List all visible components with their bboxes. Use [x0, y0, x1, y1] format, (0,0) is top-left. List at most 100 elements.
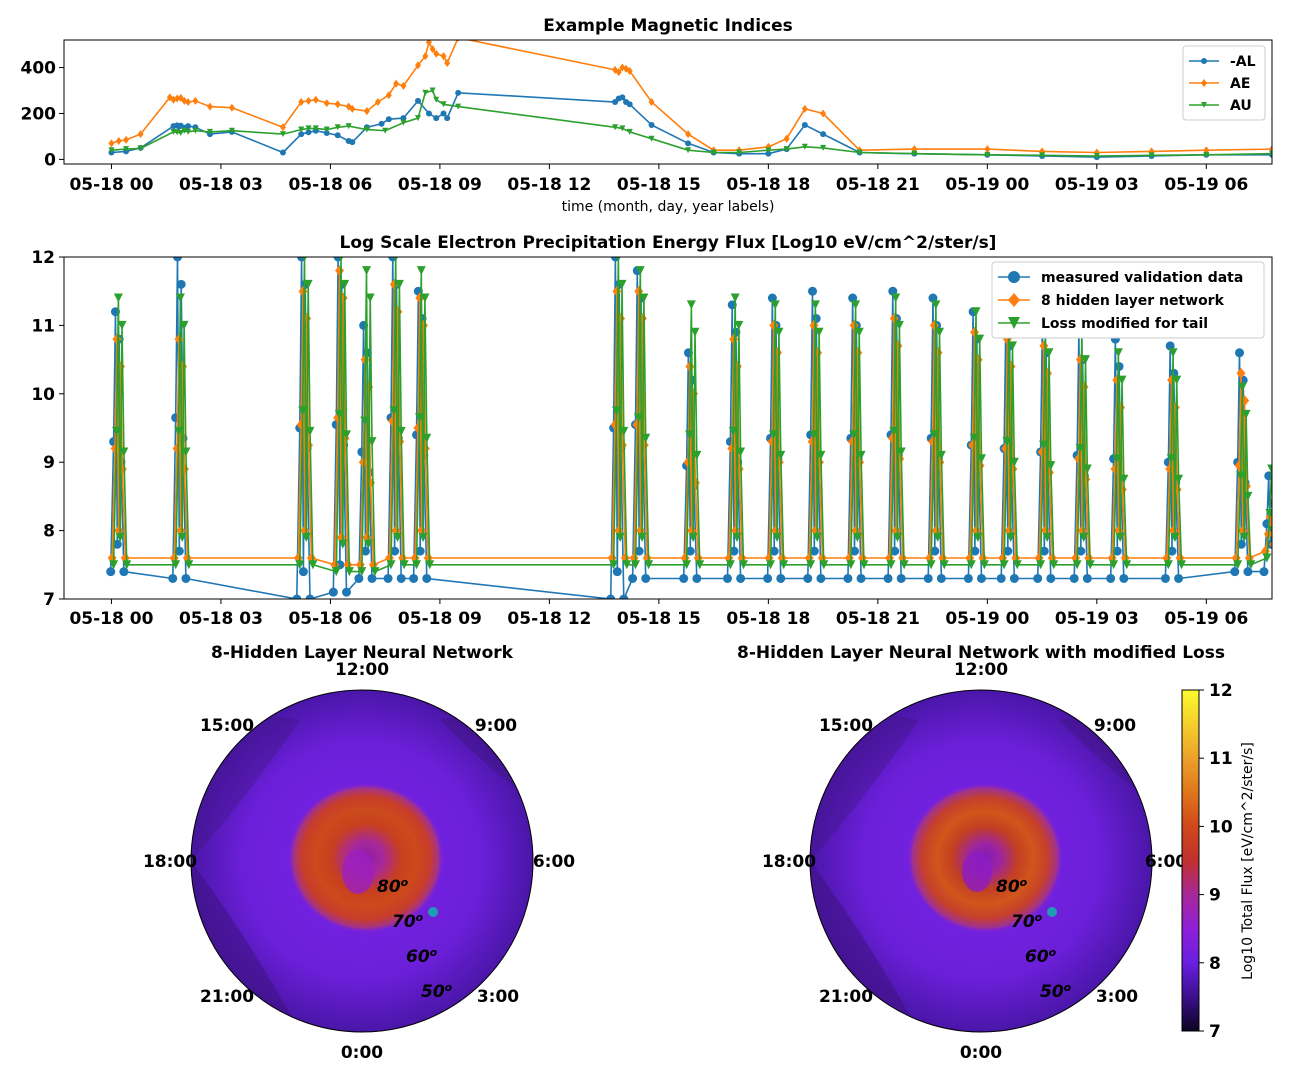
panel2-series-point	[1039, 440, 1049, 450]
panel2-series-point	[119, 447, 129, 457]
panel1-x-ticks: 05-18 00 05-18 03 05-18 06 05-18 09 05-18 12…	[69, 164, 1248, 195]
panel2-series-point	[396, 573, 406, 583]
panel2-series-point	[338, 257, 344, 262]
panel2-series-point	[1274, 546, 1283, 557]
panel2-series-point	[767, 436, 777, 448]
panel2-series-point	[1174, 474, 1184, 484]
panel2-series-point	[683, 456, 693, 468]
panel2-series-point	[1072, 560, 1082, 570]
polar-right-lat-70: 70o	[1011, 911, 1043, 933]
panel1-series-point	[820, 144, 827, 151]
panel2-series-point	[334, 409, 344, 419]
panel2-series-point	[930, 546, 940, 556]
panel1-x-tick-label: 05-19 00	[945, 175, 1029, 195]
panel2-series-point	[1049, 560, 1059, 570]
panel2-series-point	[619, 426, 629, 436]
panel2-series-point	[412, 560, 422, 570]
panel1-title: Example Magnetic Indices	[543, 16, 793, 36]
colorbar-tick-label: 8	[1209, 954, 1221, 974]
panel2-series-point	[1042, 532, 1052, 542]
panel1-series-point	[312, 125, 319, 132]
panel2-series-point	[1008, 341, 1018, 351]
panel2-series-point	[422, 433, 432, 443]
panel2-series-point	[963, 573, 973, 583]
panel2-series-point	[344, 567, 354, 577]
panel2-plot-area	[106, 257, 1283, 599]
panel2-series-point	[1241, 409, 1251, 419]
panel2-series-point	[856, 573, 866, 583]
panel2-series-point	[119, 567, 129, 577]
polar-left-lat-50: 50o	[421, 981, 453, 1003]
panel2-series-point	[896, 447, 906, 457]
panel2-series-point	[973, 532, 983, 542]
panel1-legend-label: AU	[1230, 98, 1252, 114]
polar-left-satellite-marker	[428, 907, 438, 917]
panel1-legend: -AL AE AU	[1182, 45, 1266, 121]
panel2-series-point	[736, 573, 746, 583]
panel1-series-point	[984, 145, 991, 154]
panel1-series-point	[422, 89, 429, 96]
panel2-series-point	[1112, 546, 1122, 556]
panel2-series-point	[1235, 348, 1245, 358]
panel2-series-point	[295, 560, 305, 570]
panel1-series-point	[378, 120, 385, 127]
panel2-series-point	[928, 293, 938, 303]
panel2-series-point	[292, 594, 302, 599]
panel1-legend-label: AE	[1230, 76, 1250, 92]
panel2-series-point	[383, 573, 393, 583]
panel2-series-point	[1236, 471, 1246, 481]
panel2-series-point	[859, 560, 869, 570]
panel2-series-point	[609, 560, 619, 570]
panel2-series-point	[929, 430, 939, 440]
panel2-series-point	[772, 532, 782, 542]
panel2-series-point	[1106, 573, 1116, 583]
panel2-series-point	[809, 430, 819, 440]
panel2-series-point	[641, 573, 651, 583]
panel2-series-point	[1259, 567, 1269, 577]
panel2-series-point	[1076, 546, 1086, 556]
panel2-series-point	[976, 573, 986, 583]
panel1-y-ticks: 0 200 400	[21, 59, 64, 170]
panel2-series-point	[690, 327, 700, 337]
polar-right-lat-60: 60o	[1025, 946, 1057, 968]
panel1-series-point	[349, 139, 356, 146]
panel1-series-point	[626, 101, 633, 108]
panel2-series-point	[113, 293, 123, 303]
panel1-series-point	[456, 40, 460, 42]
panel2-series-point	[415, 546, 425, 556]
panel2-series-point	[367, 573, 377, 583]
panel2-series-point	[1082, 573, 1092, 583]
panel1-series-point	[1039, 152, 1046, 159]
panel2-series-point	[849, 546, 859, 556]
panel2-series-point	[887, 432, 897, 444]
panel2-series-point	[1033, 573, 1043, 583]
panel1-x-tick-label: 05-18 09	[398, 175, 482, 195]
panel2-series-point	[686, 300, 696, 310]
panel2-series-point	[816, 573, 826, 583]
panel2-series-point	[393, 532, 403, 542]
panel2-series-point	[1163, 560, 1173, 570]
panel2-series-point	[851, 300, 861, 310]
panel2-series-point	[1012, 560, 1022, 570]
panel2-series-point	[931, 300, 941, 310]
panel1-series-point	[801, 143, 808, 150]
panel1-x-tick-label: 05-18 12	[507, 175, 591, 195]
panel2-series-point	[739, 560, 749, 570]
panel1-series-point	[298, 131, 305, 138]
panel2-series-point	[806, 560, 816, 570]
panel1-series-point	[400, 119, 407, 126]
panel1-series-point	[433, 49, 440, 58]
panel2-series-point	[1044, 348, 1054, 358]
panel2-series-point	[1046, 573, 1056, 583]
panel1-series-point	[429, 45, 436, 54]
panel1-series-point	[393, 79, 400, 88]
panel2-series-point	[109, 560, 119, 570]
panel2-series-point	[1037, 446, 1047, 458]
panel2-series-point	[776, 450, 786, 460]
panel2-series-point	[1176, 560, 1186, 570]
panel2-series-point	[736, 447, 746, 457]
panel2-series-point	[171, 560, 181, 570]
panel1-y-tick-label: 200	[21, 104, 57, 124]
polar-left-mlt-0: 0:00	[341, 1043, 383, 1063]
